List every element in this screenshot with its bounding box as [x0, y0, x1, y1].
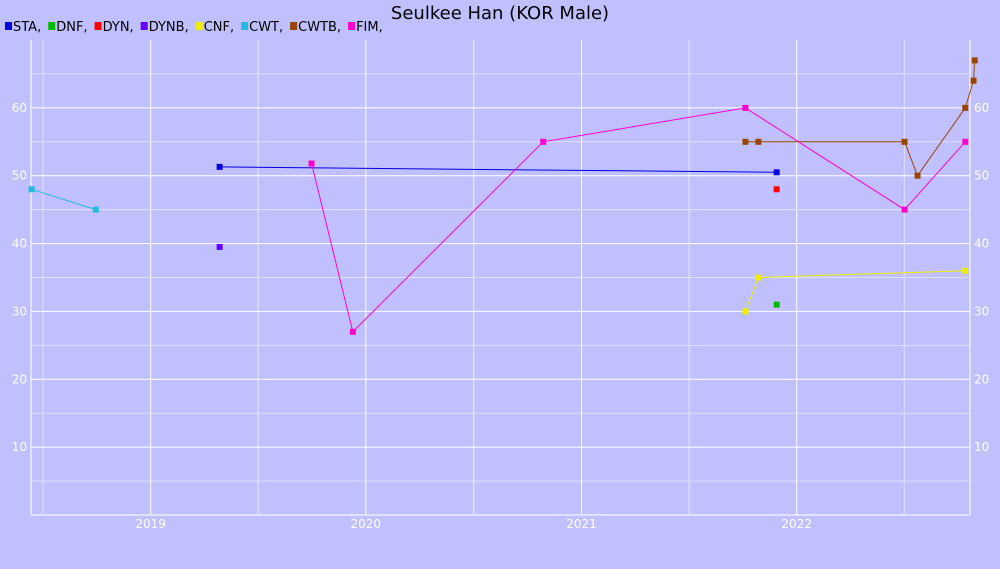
y-tick-label-left: 40	[12, 237, 27, 251]
point-fim	[308, 160, 315, 167]
legend-label-cwtb: CWTB,	[298, 20, 341, 35]
point-cwtb	[755, 138, 762, 145]
legend-swatch-cwtb	[290, 22, 298, 30]
point-fim	[540, 138, 547, 145]
y-tick-label-right: 60	[974, 101, 989, 115]
y-tick-label-right: 20	[974, 372, 989, 386]
point-cwtb	[971, 57, 978, 64]
y-tick-label-right: 10	[974, 440, 989, 454]
point-sta	[773, 169, 780, 176]
series-line-cwt	[31, 188, 96, 211]
series-line-sta	[219, 166, 777, 173]
legend-swatch-sta	[5, 22, 12, 30]
y-axis-left: 10 20 30 40 50 60	[12, 101, 27, 454]
y-tick-label-left: 50	[12, 169, 27, 183]
point-fim	[742, 104, 749, 111]
point-dnf	[773, 301, 780, 308]
x-tick-label-2019: 2019	[135, 517, 166, 531]
series-line-cwtb	[745, 60, 976, 177]
point-cwtb	[742, 138, 749, 145]
legend-swatch-cwt	[241, 22, 249, 30]
point-cwtb	[901, 138, 908, 145]
point-fim	[349, 328, 356, 335]
series-points	[28, 57, 978, 335]
y-tick-label-right: 50	[974, 169, 989, 183]
legend-label-dyn: DYN,	[103, 20, 134, 35]
point-cwtb	[970, 77, 977, 84]
y-tick-label-left: 20	[12, 372, 27, 386]
legend-swatch-dyn	[94, 22, 102, 30]
y-tick-label-right: 30	[974, 304, 989, 318]
point-cwt	[28, 186, 35, 193]
point-sta	[216, 163, 223, 170]
point-cwtb	[962, 104, 969, 111]
legend-swatch-cnf	[195, 22, 203, 30]
legend-label-fim: FIM,	[356, 20, 383, 35]
x-tick-label-2020: 2020	[351, 517, 382, 531]
legend-label-cwt: CWT,	[249, 20, 283, 35]
point-cnf	[962, 267, 969, 274]
y-tick-label-left: 10	[12, 440, 27, 454]
legend-swatch-dnf	[48, 22, 56, 30]
plot-area	[28, 40, 978, 516]
chart-title: Seulkee Han (KOR Male)	[391, 3, 609, 24]
y-tick-label-left: 60	[12, 101, 27, 115]
legend-label-sta: STA,	[13, 20, 41, 35]
point-fim	[962, 138, 969, 145]
point-cnf	[755, 274, 762, 281]
grid-major	[31, 40, 970, 515]
series-line-fim	[311, 107, 966, 333]
x-axis: 2019 2020 2021 2022	[135, 517, 812, 531]
grid-minor	[31, 40, 970, 515]
legend-label-dynb: DYNB,	[149, 20, 189, 35]
legend-swatch-dynb	[140, 22, 148, 30]
y-axis-right: 10 20 30 40 50 60	[974, 101, 989, 454]
point-cwt	[92, 206, 99, 213]
legend-label-dnf: DNF,	[56, 20, 87, 35]
legend-swatch-fim	[348, 22, 356, 30]
series-lines	[31, 60, 976, 333]
y-tick-label-right: 40	[974, 237, 989, 251]
legend-label-cnf: CNF,	[204, 20, 234, 35]
point-dynb	[216, 243, 223, 250]
x-tick-label-2021: 2021	[566, 517, 597, 531]
point-dyn	[773, 186, 780, 193]
y-tick-label-left: 30	[12, 304, 27, 318]
x-tick-label-2022: 2022	[781, 517, 812, 531]
legend: STA, DNF, DYN, DYNB, CNF, CWT, CWTB, FIM,	[5, 20, 383, 35]
point-fim	[901, 206, 908, 213]
point-cwtb	[914, 172, 921, 179]
point-cnf	[742, 308, 749, 315]
